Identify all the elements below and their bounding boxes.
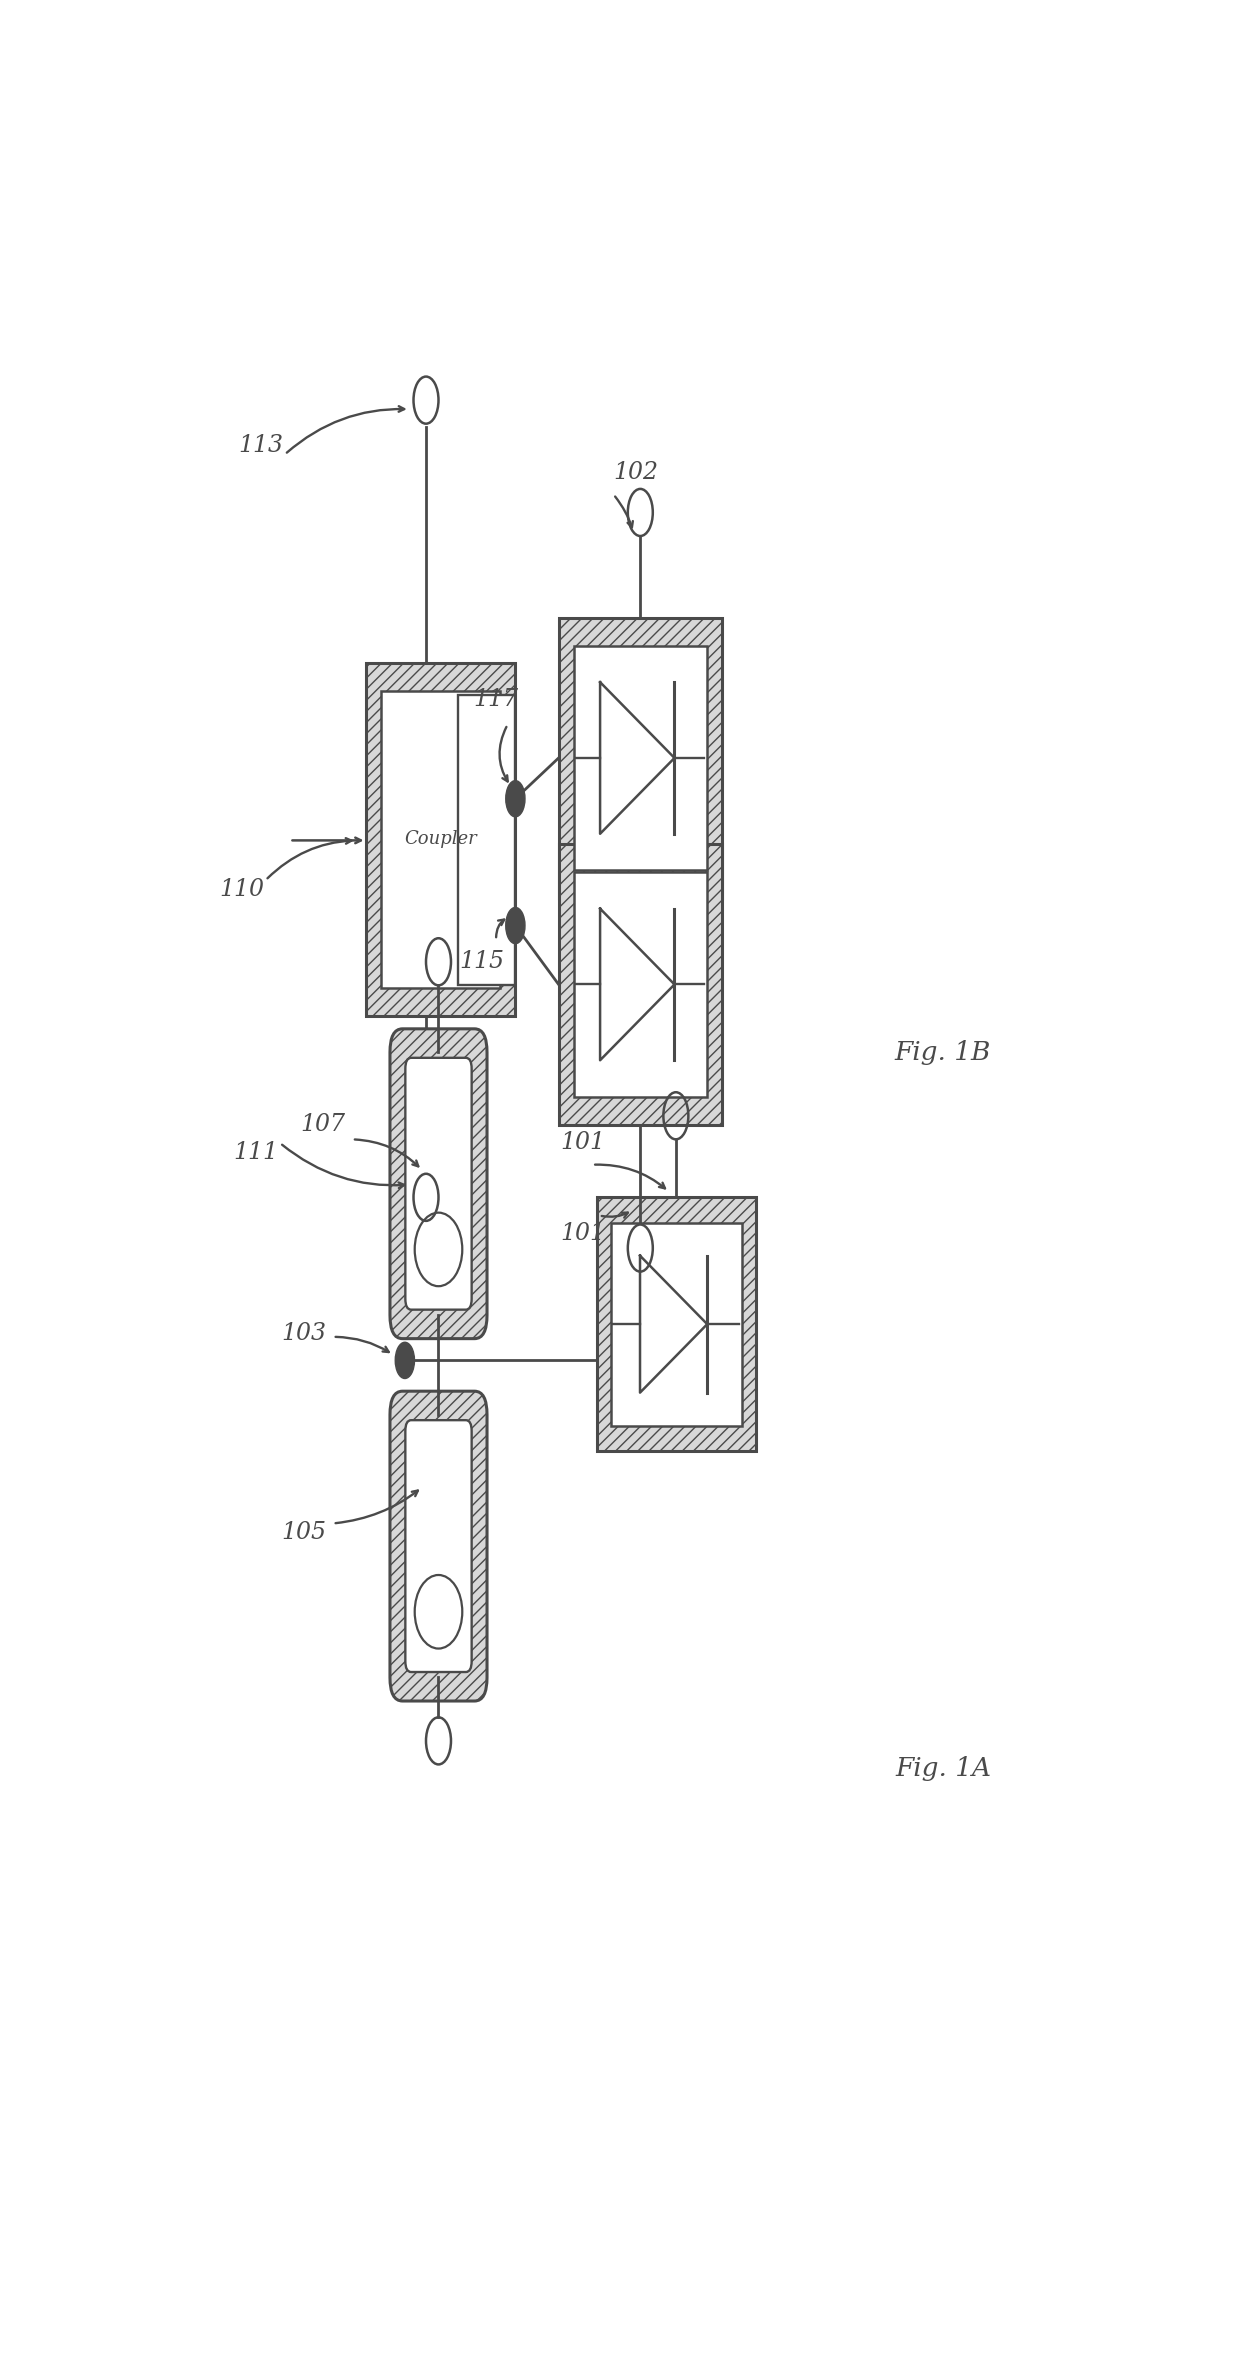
- Bar: [574, 873, 707, 1096]
- Text: 103: 103: [281, 1322, 326, 1344]
- FancyBboxPatch shape: [405, 1059, 471, 1311]
- Bar: [458, 696, 516, 986]
- Text: 115: 115: [459, 951, 505, 974]
- Circle shape: [506, 781, 525, 816]
- Text: 101: 101: [560, 1221, 605, 1245]
- Text: 111: 111: [233, 1141, 279, 1162]
- Bar: [596, 1198, 755, 1452]
- Ellipse shape: [414, 1212, 463, 1287]
- Text: Fig. 1B: Fig. 1B: [895, 1040, 991, 1066]
- Text: 101: 101: [560, 1132, 605, 1155]
- FancyBboxPatch shape: [405, 1421, 471, 1673]
- Text: 107: 107: [300, 1113, 346, 1136]
- Text: Fig. 1A: Fig. 1A: [895, 1755, 991, 1781]
- Bar: [574, 645, 707, 871]
- Bar: [558, 845, 722, 1125]
- Bar: [382, 692, 501, 988]
- Bar: [610, 1224, 743, 1426]
- Bar: [367, 664, 516, 1016]
- Circle shape: [396, 1341, 414, 1379]
- Text: Coupler: Coupler: [404, 831, 477, 849]
- Bar: [558, 616, 722, 899]
- Text: 117: 117: [474, 687, 518, 711]
- Text: 110: 110: [219, 878, 264, 901]
- Text: 102: 102: [613, 461, 658, 485]
- Text: 105: 105: [281, 1520, 326, 1544]
- Circle shape: [506, 908, 525, 944]
- Text: 113: 113: [238, 433, 283, 456]
- FancyBboxPatch shape: [389, 1028, 487, 1339]
- Ellipse shape: [414, 1574, 463, 1649]
- FancyBboxPatch shape: [389, 1391, 487, 1701]
